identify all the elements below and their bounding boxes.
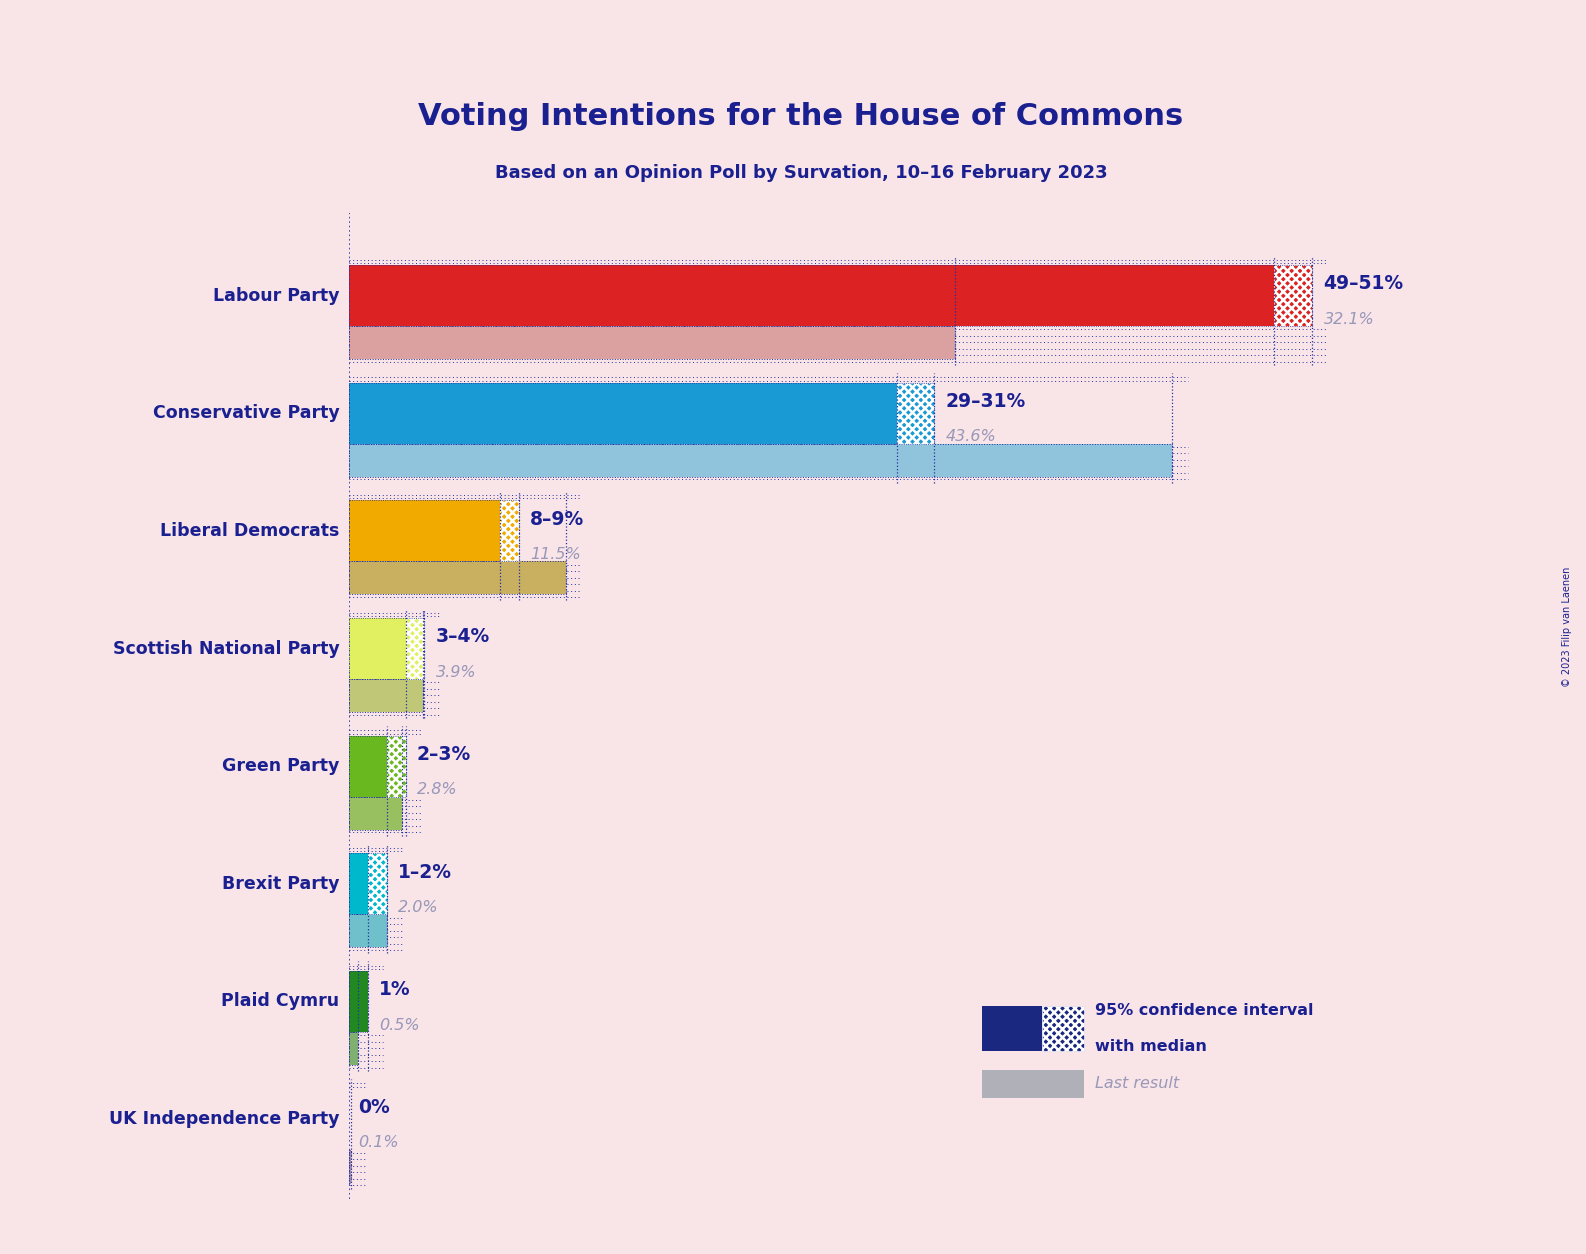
Text: Scottish National Party: Scottish National Party <box>113 640 339 657</box>
Text: 95% confidence interval: 95% confidence interval <box>1094 1003 1313 1018</box>
Text: 32.1%: 32.1% <box>1324 311 1375 326</box>
Bar <box>349 382 896 444</box>
Bar <box>349 971 368 1032</box>
Text: Voting Intentions for the House of Commons: Voting Intentions for the House of Commo… <box>419 102 1183 132</box>
Text: 2–3%: 2–3% <box>417 745 471 764</box>
Text: Based on an Opinion Poll by Survation, 10–16 February 2023: Based on an Opinion Poll by Survation, 1… <box>495 164 1107 182</box>
Text: Conservative Party: Conservative Party <box>152 404 339 423</box>
Text: Labour Party: Labour Party <box>213 286 339 305</box>
Text: 0.5%: 0.5% <box>379 1017 420 1032</box>
Text: 11.5%: 11.5% <box>530 547 580 562</box>
Bar <box>1275 265 1312 326</box>
Text: with median: with median <box>1094 1038 1207 1053</box>
Bar <box>406 618 425 680</box>
Text: © 2023 Filip van Laenen: © 2023 Filip van Laenen <box>1562 567 1572 687</box>
Bar <box>349 618 406 680</box>
Text: 2.0%: 2.0% <box>398 900 439 915</box>
Text: 3–4%: 3–4% <box>436 627 490 646</box>
Bar <box>896 382 934 444</box>
Text: Green Party: Green Party <box>222 757 339 775</box>
Text: 29–31%: 29–31% <box>945 393 1026 411</box>
Bar <box>982 1006 1042 1051</box>
Bar <box>349 444 1172 477</box>
Text: UK Independence Party: UK Independence Party <box>109 1110 339 1129</box>
Bar <box>349 500 500 562</box>
Bar <box>387 736 406 796</box>
Bar <box>982 1070 1083 1099</box>
Text: Brexit Party: Brexit Party <box>222 875 339 893</box>
Text: 49–51%: 49–51% <box>1324 275 1404 293</box>
Text: 0.1%: 0.1% <box>358 1135 400 1150</box>
Text: Liberal Democrats: Liberal Democrats <box>160 522 339 540</box>
Bar <box>349 326 955 359</box>
Text: 1%: 1% <box>379 981 411 999</box>
Text: Plaid Cymru: Plaid Cymru <box>222 992 339 1011</box>
Bar <box>349 914 387 947</box>
Bar <box>500 500 519 562</box>
Text: 43.6%: 43.6% <box>945 429 996 444</box>
Bar <box>349 853 368 914</box>
Text: 3.9%: 3.9% <box>436 665 476 680</box>
Bar <box>349 562 566 594</box>
Bar <box>349 1150 351 1183</box>
Bar <box>349 680 422 712</box>
Text: 8–9%: 8–9% <box>530 509 585 529</box>
Text: Last result: Last result <box>1094 1076 1178 1091</box>
Bar <box>368 853 387 914</box>
Text: 0%: 0% <box>358 1097 390 1117</box>
Bar <box>349 1032 358 1065</box>
Text: 1–2%: 1–2% <box>398 863 452 882</box>
Text: 2.8%: 2.8% <box>417 782 457 798</box>
Bar <box>1042 1006 1083 1051</box>
Bar <box>349 736 387 796</box>
Bar <box>349 265 1275 326</box>
Bar <box>349 796 401 830</box>
